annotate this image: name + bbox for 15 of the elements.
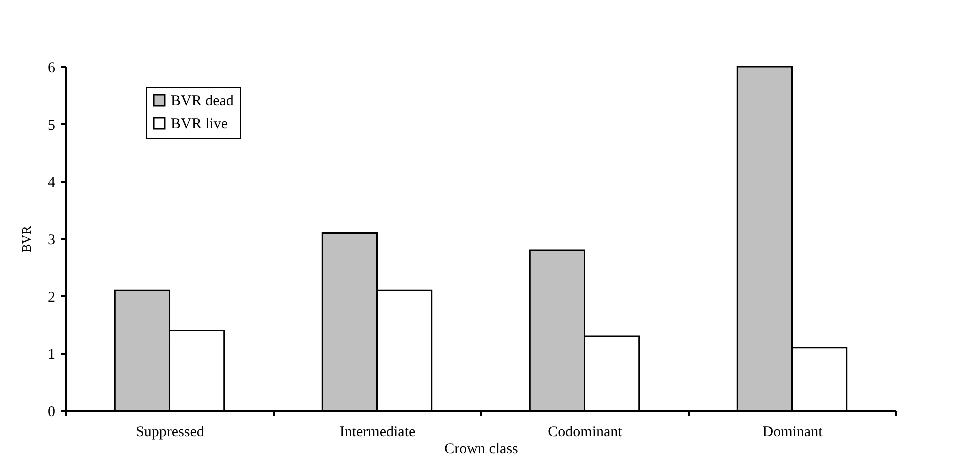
legend-label: BVR live <box>171 116 228 132</box>
x-tick-label: Intermediate <box>340 424 416 440</box>
y-tick-label: 1 <box>48 347 56 364</box>
y-tick-label: 0 <box>48 404 56 420</box>
x-tick-label: Dominant <box>762 424 824 440</box>
y-tick-label: 6 <box>48 60 56 76</box>
y-tick-label: 2 <box>48 290 56 306</box>
y-axis-title: BVR <box>19 226 34 253</box>
x-axis-title: Crown class <box>444 442 519 458</box>
x-tick-label: Codominant <box>548 424 624 440</box>
legend-label: BVR dead <box>171 94 234 110</box>
y-tick-label: 4 <box>48 175 56 192</box>
y-tick-label: 5 <box>48 118 56 134</box>
y-tick-label: 3 <box>48 232 56 248</box>
x-tick-label: Suppressed <box>136 424 205 440</box>
